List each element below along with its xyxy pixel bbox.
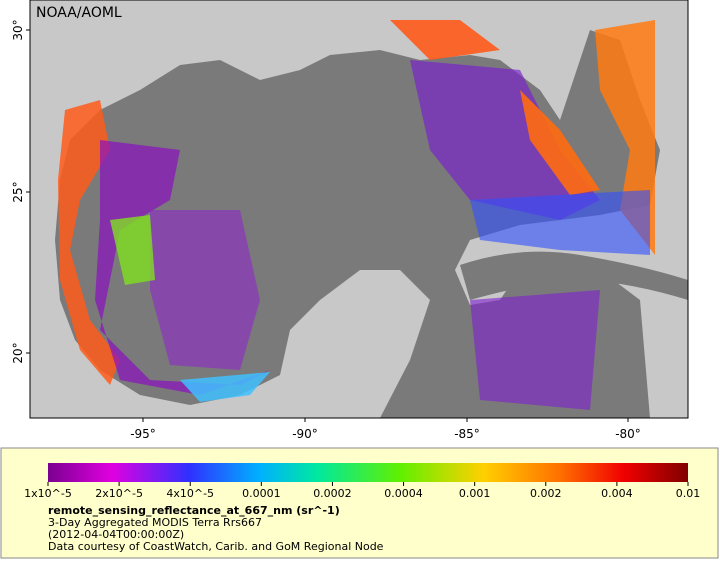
sea-channel — [460, 251, 688, 300]
legend-line: Data courtesy of CoastWatch, Carib. and … — [48, 540, 384, 553]
lon-label: -85° — [454, 427, 480, 441]
plume — [110, 215, 155, 285]
colorbar-label: 1x10^-5 — [24, 487, 72, 500]
lon-label: -95° — [130, 427, 156, 441]
coastal-plume — [390, 20, 500, 60]
legend-line: 3-Day Aggregated MODIS Terra Rrs667 — [48, 516, 262, 529]
plume — [470, 290, 600, 410]
credit: NOAA/AOML — [36, 5, 122, 21]
legend-line: (2012-04-04T00:00:00Z) — [48, 528, 184, 541]
colorbar — [48, 463, 688, 482]
colorbar-label: 0.0001 — [242, 487, 281, 500]
coastal-plume — [520, 90, 600, 195]
colorbar-label: 4x10^-5 — [166, 487, 214, 500]
plume — [410, 60, 600, 220]
colorbar-label: 2x10^-5 — [95, 487, 143, 500]
plume — [150, 210, 260, 370]
colorbar-label: 0.01 — [676, 487, 701, 500]
colorbar-label: 0.001 — [459, 487, 491, 500]
coastal-plume — [95, 140, 270, 395]
lat-label: 30° — [11, 19, 25, 40]
plume — [470, 190, 650, 255]
lon-label: -80° — [615, 427, 641, 441]
plume — [180, 372, 270, 402]
map — [30, 0, 688, 418]
colorbar-label: 0.002 — [530, 487, 562, 500]
map-frame — [29, 0, 689, 419]
colorbar-label: 0.0004 — [384, 487, 423, 500]
colorbar-label: 0.0002 — [313, 487, 352, 500]
lon-label: -90° — [292, 427, 318, 441]
coastal-plume — [58, 100, 120, 385]
colorbar-label: 0.004 — [601, 487, 633, 500]
legend-variable: remote_sensing_reflectance_at_667_nm (sr… — [48, 504, 340, 517]
lat-label: 25° — [11, 181, 25, 202]
lat-label: 20° — [11, 342, 25, 363]
